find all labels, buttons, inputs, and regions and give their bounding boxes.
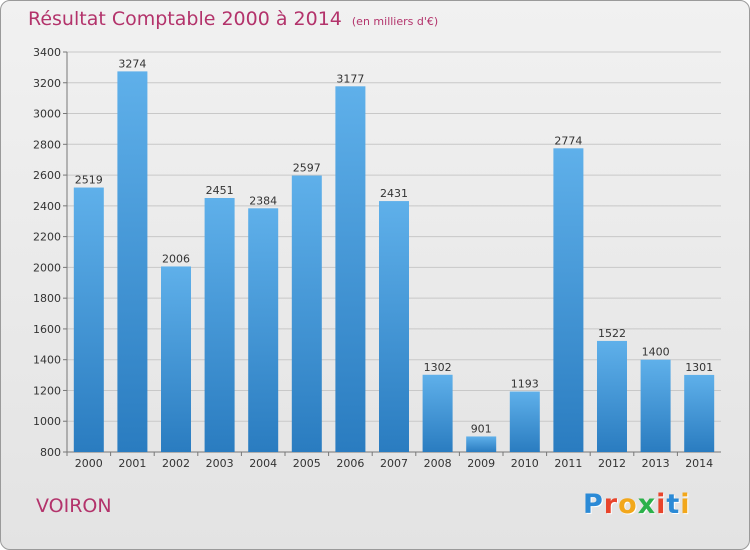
- data-label: 1400: [642, 346, 670, 359]
- logo-letter: o: [618, 489, 638, 520]
- x-tick-label: 2001: [118, 457, 146, 470]
- y-tick-label: 2200: [33, 231, 61, 244]
- bar-2012: [597, 340, 627, 452]
- data-label: 1302: [424, 361, 452, 374]
- bar-2010: [509, 391, 540, 452]
- data-label: 1301: [685, 361, 713, 374]
- data-label: 3274: [118, 57, 146, 70]
- bar-2011: [553, 148, 584, 453]
- data-label: 1522: [598, 327, 626, 340]
- bar-2004: [248, 208, 279, 452]
- x-tick-label: 2006: [336, 457, 364, 470]
- x-tick-label: 2012: [598, 457, 626, 470]
- data-label: 2431: [380, 187, 408, 200]
- data-label: 2597: [293, 162, 321, 175]
- x-tick-label: 2003: [206, 457, 234, 470]
- bar-2005: [291, 175, 322, 453]
- x-tick-label: 2004: [249, 457, 277, 470]
- logo-letter: i: [656, 489, 667, 520]
- bar-2014: [684, 374, 715, 452]
- data-label: 1193: [511, 378, 539, 391]
- data-label: 2774: [554, 134, 582, 147]
- y-tick-label: 2400: [33, 200, 61, 213]
- proxiti-logo: Proxiti: [583, 489, 691, 520]
- bar-2007: [379, 201, 409, 452]
- town-name: VOIRON: [36, 495, 112, 517]
- y-tick-label: 1800: [33, 292, 61, 305]
- y-tick-label: 800: [40, 446, 61, 459]
- data-label: 2519: [75, 174, 103, 187]
- data-label: 2006: [162, 252, 190, 265]
- y-tick-label: 2600: [33, 169, 61, 182]
- x-tick-label: 2010: [511, 457, 539, 470]
- logo-letter: t: [666, 489, 681, 520]
- bar-2006: [335, 86, 366, 453]
- y-tick-label: 1400: [33, 354, 61, 367]
- logo-letter: i: [680, 489, 691, 520]
- y-tick-label: 1000: [33, 415, 61, 428]
- bar-2003: [204, 198, 235, 452]
- x-tick-label: 2000: [75, 457, 103, 470]
- unit-label: (en milliers d'€): [351, 15, 439, 28]
- x-tick-label: 2007: [380, 457, 408, 470]
- bar-2008: [422, 374, 453, 452]
- bar-2000: [73, 187, 104, 453]
- data-label: 2384: [249, 194, 277, 207]
- y-tick-label: 3000: [33, 108, 61, 121]
- logo-letter: x: [637, 489, 657, 520]
- chart-title: Résultat Comptable 2000 à 2014 (en millie…: [28, 8, 438, 30]
- bar-2009: [466, 436, 497, 452]
- x-tick-label: 2011: [554, 457, 582, 470]
- y-tick-label: 1200: [33, 384, 61, 397]
- x-tick-label: 2005: [293, 457, 321, 470]
- y-tick-label: 2000: [33, 261, 61, 274]
- x-tick-label: 2008: [424, 457, 452, 470]
- x-tick-label: 2009: [467, 457, 495, 470]
- bar-2002: [161, 266, 191, 452]
- logo-letter: P: [583, 489, 604, 520]
- x-tick-label: 2002: [162, 457, 190, 470]
- logo-letter: r: [603, 489, 619, 520]
- title-text: Résultat Comptable 2000 à 2014: [28, 8, 342, 30]
- y-tick-label: 3200: [33, 77, 61, 90]
- y-tick-label: 1600: [33, 323, 61, 336]
- data-label: 901: [471, 422, 492, 435]
- x-tick-label: 2013: [642, 457, 670, 470]
- y-tick-label: 3400: [33, 46, 61, 59]
- y-tick-label: 2800: [33, 138, 61, 151]
- data-label: 3177: [336, 72, 364, 85]
- data-label: 2451: [206, 184, 234, 197]
- bar-2013: [640, 359, 671, 452]
- x-tick-label: 2014: [685, 457, 713, 470]
- bar-2001: [117, 71, 148, 452]
